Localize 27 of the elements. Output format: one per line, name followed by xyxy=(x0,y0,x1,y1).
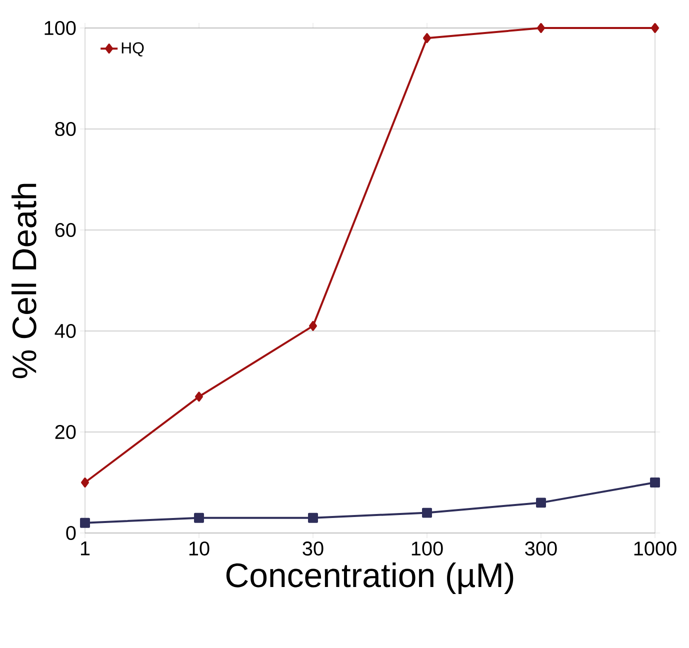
point xyxy=(651,23,659,33)
y-tick-label: 40 xyxy=(54,324,76,338)
x-tick-label: 1 xyxy=(80,542,90,556)
y-tick-label: 20 xyxy=(55,424,76,440)
y-tick-label: 80 xyxy=(55,122,76,136)
y-tick-label: 0 xyxy=(66,526,76,540)
point xyxy=(650,478,660,488)
x-tick-label: 1000 xyxy=(634,542,676,556)
point xyxy=(309,320,317,331)
point xyxy=(81,478,89,488)
point xyxy=(423,33,431,44)
point xyxy=(537,23,545,33)
x-tick-label: 30 xyxy=(302,542,324,556)
legend-label: HQ xyxy=(122,42,144,56)
y-tick-label: 60 xyxy=(55,222,76,238)
point xyxy=(308,512,318,523)
point xyxy=(80,518,90,528)
x-axis-title: Concentration (µM) xyxy=(226,562,514,594)
point xyxy=(536,498,546,508)
x-tick-label: 10 xyxy=(189,542,210,556)
point xyxy=(422,508,432,518)
y-axis-title: % Cell Death xyxy=(12,184,36,378)
y-tick-label: 100 xyxy=(44,20,76,36)
point xyxy=(195,392,203,402)
x-tick-label: 100 xyxy=(412,542,443,556)
x-tick-label: 300 xyxy=(525,542,557,556)
point xyxy=(194,512,204,523)
